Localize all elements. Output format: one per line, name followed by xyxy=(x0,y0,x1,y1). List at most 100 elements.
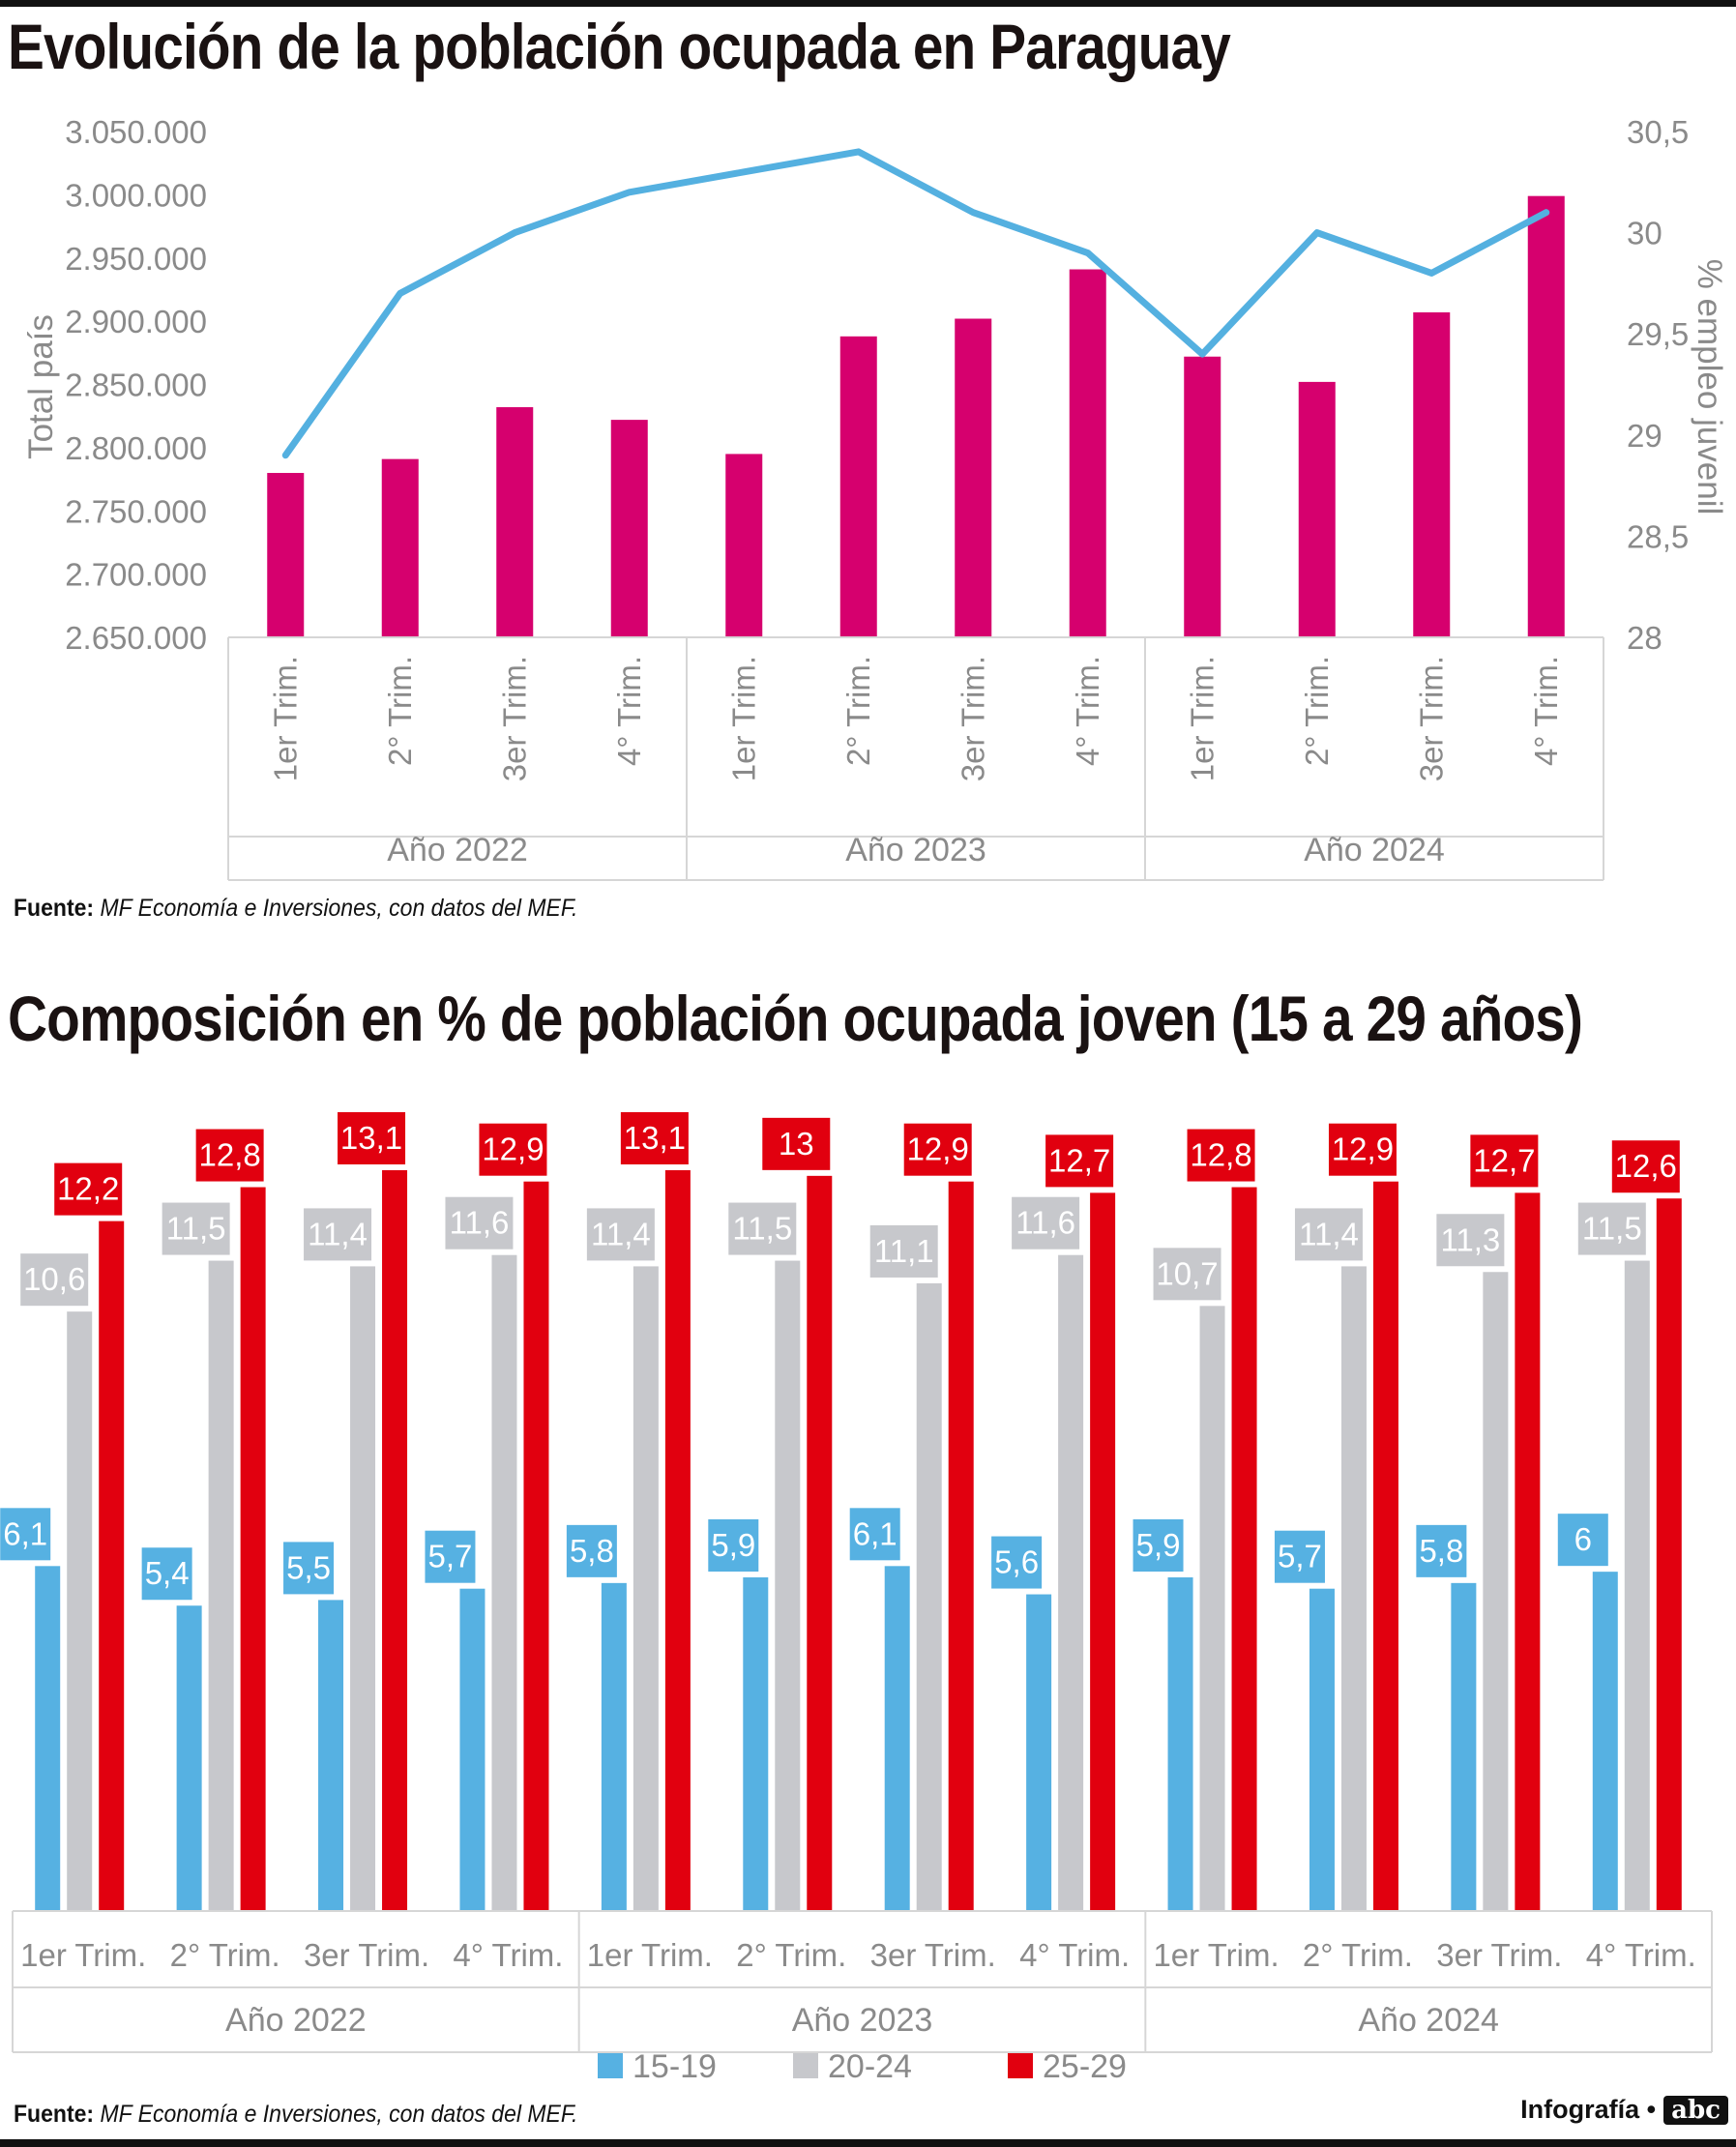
chart2-data-label: 11,4 xyxy=(1299,1216,1359,1251)
chart1-line-point xyxy=(514,231,516,234)
chart2-bar-25-29 xyxy=(99,1221,125,1911)
chart2-data-label-box xyxy=(1328,1123,1397,1176)
chart2-xtick-label: 4° Trim. xyxy=(1019,1937,1130,1973)
chart1-line-point xyxy=(1201,353,1204,356)
chart2-xtick-label: 3er Trim. xyxy=(870,1937,996,1973)
chart2-data-label-box xyxy=(1470,1134,1539,1188)
chart2-data-label-box xyxy=(1577,1202,1646,1255)
chart2-xtick-label: 1er Trim. xyxy=(1153,1937,1279,1973)
chart2-xtick-label: 1er Trim. xyxy=(20,1937,146,1973)
chart2-data-label: 5,4 xyxy=(145,1555,190,1591)
chart1-ytick-label: 2.750.000 xyxy=(65,493,207,529)
chart2-xtick-label: 1er Trim. xyxy=(587,1937,713,1973)
chart2-source: Fuente: MF Economía e Inversiones, con d… xyxy=(14,2101,577,2129)
chart2-data-label: 13,1 xyxy=(624,1120,686,1156)
chart2-xtick-label: 2° Trim. xyxy=(736,1937,846,1973)
chart1-ylabel-right: % empleo juvenil xyxy=(1691,259,1728,515)
chart1-xtick-label: 2° Trim. xyxy=(382,656,418,766)
chart2-bar-25-29 xyxy=(1090,1192,1116,1911)
chart2-data-label: 12,9 xyxy=(1332,1132,1394,1167)
chart2-source-text: MF Economía e Inversiones, con datos del… xyxy=(100,2101,578,2128)
chart1-xtick-label: 2° Trim. xyxy=(1299,656,1335,766)
chart1-line-point xyxy=(857,150,860,153)
chart1-source-text: MF Economía e Inversiones, con datos del… xyxy=(100,895,578,922)
chart1-ytick-right-label: 30 xyxy=(1627,216,1662,251)
chart2-data-label: 5,8 xyxy=(1419,1533,1463,1569)
chart1-ytick-right-label: 29 xyxy=(1627,418,1662,454)
chart1-ytick-label: 2.950.000 xyxy=(65,241,207,277)
chart1-ytick-label: 2.800.000 xyxy=(65,430,207,466)
chart2-bar-20-24 xyxy=(1199,1306,1225,1911)
chart2-data-label-box xyxy=(1416,1524,1467,1577)
chart2-data-label-box xyxy=(141,1547,192,1601)
chart2-data-label-box xyxy=(195,1129,264,1182)
chart2-data-label: 5,8 xyxy=(570,1533,614,1569)
chart1-line-point xyxy=(284,454,287,456)
chart2-bar-20-24 xyxy=(1624,1260,1650,1911)
legend-label-15-19: 15-19 xyxy=(633,2048,717,2085)
chart2-bar-15-19 xyxy=(1451,1582,1477,1911)
chart2-data-label: 11,1 xyxy=(874,1233,934,1269)
chart2-bar-15-19 xyxy=(459,1588,485,1911)
chart1-line-point xyxy=(1545,211,1547,214)
chart1-bar xyxy=(1413,311,1451,637)
chart2-bar-15-19 xyxy=(35,1566,61,1911)
chart1-group-label: Año 2024 xyxy=(1304,832,1445,868)
chart1-bar xyxy=(1069,269,1106,637)
chart2-data-label: 12,7 xyxy=(1473,1142,1535,1178)
legend-swatch-20-24 xyxy=(793,2053,818,2078)
chart2-bar-25-29 xyxy=(1231,1187,1257,1911)
chart1-group-label: Año 2023 xyxy=(845,832,986,868)
chart2-data-label-box xyxy=(338,1112,406,1164)
chart2-data-label: 6 xyxy=(1574,1521,1592,1557)
chart1-xtick-label: 1er Trim. xyxy=(267,656,303,781)
chart1-bar xyxy=(839,336,877,637)
chart2-bar-25-29 xyxy=(382,1170,408,1911)
chart2-data-label-box xyxy=(1153,1248,1221,1301)
chart2-group-label: Año 2022 xyxy=(225,2002,367,2039)
credit: Infografía • abc xyxy=(1520,2095,1728,2125)
chart2-data-label: 5,9 xyxy=(711,1527,755,1563)
chart2-data-label-box xyxy=(162,1202,230,1255)
chart2-data-label-box xyxy=(1436,1214,1505,1267)
chart1-xtick-label: 4° Trim. xyxy=(1070,656,1105,766)
chart2-data-label-box xyxy=(304,1208,372,1261)
chart1-bar xyxy=(496,407,534,637)
chart2-data-label: 5,9 xyxy=(1136,1527,1181,1563)
chart2-bar-15-19 xyxy=(318,1600,344,1911)
chart1-bar xyxy=(1184,356,1221,637)
chart2-data-label-box xyxy=(566,1524,617,1577)
chart2-bar-15-19 xyxy=(884,1566,910,1911)
chart2-xtick-label: 4° Trim. xyxy=(453,1937,563,1973)
chart1-bar xyxy=(267,473,305,637)
chart2-bar-15-19 xyxy=(1309,1588,1335,1911)
chart2-data-label: 12,9 xyxy=(907,1132,969,1167)
bottom-rule xyxy=(0,2139,1736,2147)
chart2-bar-20-24 xyxy=(1340,1266,1367,1911)
chart1-ytick-label: 2.900.000 xyxy=(65,304,207,339)
chart2-group-label: Año 2023 xyxy=(792,2002,933,2039)
chart2-bar-20-24 xyxy=(916,1282,942,1911)
chart2-data-label-box xyxy=(1611,1140,1680,1193)
chart2-bar-25-29 xyxy=(1656,1198,1682,1911)
chart1-line-point xyxy=(743,170,746,173)
chart2-data-label-box xyxy=(869,1224,938,1278)
chart2-bar-25-29 xyxy=(240,1187,266,1911)
chart2-data-label: 11,6 xyxy=(450,1205,510,1241)
chart2-data-label: 12,8 xyxy=(1190,1137,1251,1173)
chart2-source-label: Fuente: xyxy=(14,2101,95,2128)
chart1-ytick-right-label: 28 xyxy=(1627,620,1662,656)
chart2-data-label: 11,5 xyxy=(166,1211,226,1247)
chart2-svg: 6,1 10,6 12,2 5,4 11,5 12,8 5,5 11,4 13,1 5,7 11,6… xyxy=(0,1112,1713,2085)
chart1-svg: 2.650.000 2.700.000 2.750.000 2.800.000 2.85… xyxy=(22,114,1728,881)
chart2-data-label: 6,1 xyxy=(3,1515,47,1551)
chart1-line-point xyxy=(972,211,975,214)
chart2-bar-25-29 xyxy=(664,1170,691,1911)
chart1-title: Evolución de la población ocupada en Par… xyxy=(8,11,1231,82)
chart1-group-label: Año 2022 xyxy=(387,832,528,868)
chart2-bar-25-29 xyxy=(1372,1181,1398,1911)
chart1-ytick-label: 3.050.000 xyxy=(65,114,207,150)
chart2-data-label-box xyxy=(1187,1129,1255,1182)
chart1-line-point xyxy=(1086,251,1089,254)
chart2-data-label-box xyxy=(849,1508,900,1561)
